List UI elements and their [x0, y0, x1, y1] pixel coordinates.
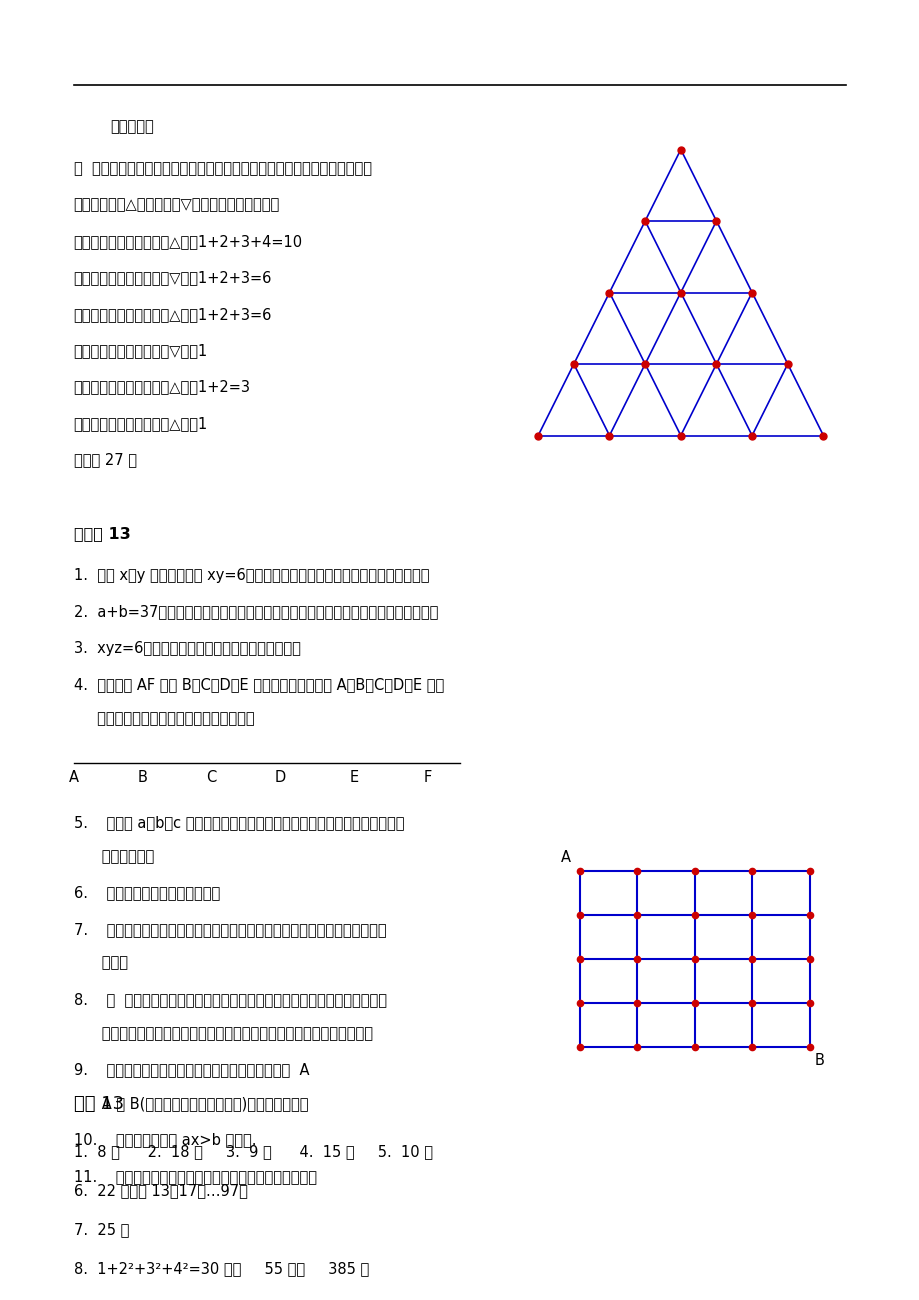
Text: 边长３单位，顶点在上的△有：1+2=3: 边长３单位，顶点在上的△有：1+2=3	[74, 380, 250, 395]
Text: 6.    除以４余１两位数共有几个？: 6. 除以４余１两位数共有几个？	[74, 885, 220, 901]
Text: 1.  已知 x，y 都是整数，且 xy=6，那么适合等式解共＿＿个，它们是＿＿＿＿＿: 1. 已知 x，y 都是整数，且 xy=6，那么适合等式解共＿＿个，它们是＿＿＿…	[74, 568, 428, 584]
Text: E: E	[349, 770, 358, 785]
Text: 11.    一个正整数加上３是５的倍数，减去３是６的倍数，: 11. 一个正整数加上３是５的倍数，减去３是６的倍数，	[74, 1169, 316, 1184]
Text: 7.    从１到１０这十个自然数中每次取两个，其和要大于１０，共有几种不同: 7. 从１到１０这十个自然数中每次取两个，其和要大于１０，共有几种不同	[74, 922, 386, 937]
Text: C: C	[206, 770, 217, 785]
Text: 取法？: 取法？	[74, 956, 128, 971]
Text: 8.    把  边长等于４的正方形各边４等分，连结各对应点成１６个小正方形，: 8. 把 边长等于４的正方形各边４等分，连结各对应点成１６个小正方形，	[74, 992, 386, 1008]
Text: 边长４单位，顶点在上的△有：1: 边长４单位，顶点在上的△有：1	[74, 416, 208, 432]
Text: 2.  a+b=37，适合等式的非负整数解共＿＿组，它们是＿＿＿＿＿＿＿＿＿＿＿＿＿: 2. a+b=37，适合等式的非负整数解共＿＿组，它们是＿＿＿＿＿＿＿＿＿＿＿＿…	[74, 604, 437, 620]
Text: 边长２单位，顶点在下的▽有：1: 边长２单位，顶点在下的▽有：1	[74, 343, 208, 359]
Text: 再按顶点在上△和顶点在下▽两种情况，逐一统计：: 再按顶点在上△和顶点在下▽两种情况，逐一统计：	[74, 198, 279, 213]
Text: 6.  22 个（从 13，17，…97）: 6. 22 个（从 13，17，…97）	[74, 1183, 247, 1199]
Text: 丙练习 13: 丙练习 13	[74, 526, 130, 542]
Text: 三次单项式。: 三次单项式。	[74, 849, 153, 864]
Text: 4.  如图线段 AF 上有 B，C，D，E 四点，试分别写出以 A，B，C，D，E 为一: 4. 如图线段 AF 上有 B，C，D，E 四点，试分别写出以 A，B，C，D，…	[74, 677, 443, 693]
Text: 7.  25 种: 7. 25 种	[74, 1222, 129, 1238]
Text: 合计共 27 个: 合计共 27 个	[74, 452, 136, 468]
Text: 1.  8 组      2.  18 组     3.  9 组      4.  15 条     5.  10 个: 1. 8 组 2. 18 组 3. 9 组 4. 15 条 5. 10 个	[74, 1144, 432, 1160]
Text: 3.  xyz=6，写出所有的正整数解有：＿＿＿＿＿＿: 3. xyz=6，写出所有的正整数解有：＿＿＿＿＿＿	[74, 641, 301, 656]
Text: 5.    写出以 a，b，c 中的一个或几个字母组成的非同类项（系数为１）的所有: 5. 写出以 a，b，c 中的一个或几个字母组成的非同类项（系数为１）的所有	[74, 815, 403, 831]
Text: 端且不重复的所有线段，并统计总条数。: 端且不重复的所有线段，并统计总条数。	[74, 711, 254, 727]
Text: A: A	[560, 849, 570, 864]
Text: 解  设原等边三角形边长为４个单位，则最小的等边三角形边长是１个单位，: 解 设原等边三角形边长为４个单位，则最小的等边三角形边长是１个单位，	[74, 161, 371, 177]
Text: 边长２单位，顶点在上的△有：1+2+3=6: 边长２单位，顶点在上的△有：1+2+3=6	[74, 307, 272, 322]
Text: 试用枚举法，计算共有几个正方形？如果改为５等分呢？１０等分呢？: 试用枚举法，计算共有几个正方形？如果改为５等分呢？１０等分呢？	[74, 1026, 372, 1041]
Text: B: B	[138, 770, 147, 785]
Text: 10.    列表讨论不等式 ax>b 的解集.: 10. 列表讨论不等式 ax>b 的解集.	[74, 1132, 255, 1148]
Text: 练习 13: 练习 13	[74, 1095, 123, 1113]
Text: B: B	[813, 1053, 823, 1069]
Text: A: A	[69, 770, 78, 785]
Text: F: F	[424, 770, 431, 785]
Text: 三角形个数: 三角形个数	[110, 120, 154, 135]
Text: 边长１单位，顶点在上的△有：1+2+3+4=10: 边长１单位，顶点在上的△有：1+2+3+4=10	[74, 234, 302, 250]
Text: A 到 B(只能从北向南，从西向东)，有几种走法？: A 到 B(只能从北向南，从西向东)，有几种走法？	[74, 1096, 308, 1111]
Text: 8.  1+2²+3²+4²=30 个，     55 个，     385 个: 8. 1+2²+3²+4²=30 个， 55 个， 385 个	[74, 1261, 369, 1277]
Text: 9.    右图是街道的一部分，纵横各有５条路，如果从  A: 9. 右图是街道的一部分，纵横各有５条路，如果从 A	[74, 1062, 309, 1078]
Text: 边长１单位，顶点在下的▽有：1+2+3=6: 边长１单位，顶点在下的▽有：1+2+3=6	[74, 270, 272, 286]
Text: D: D	[275, 770, 286, 785]
